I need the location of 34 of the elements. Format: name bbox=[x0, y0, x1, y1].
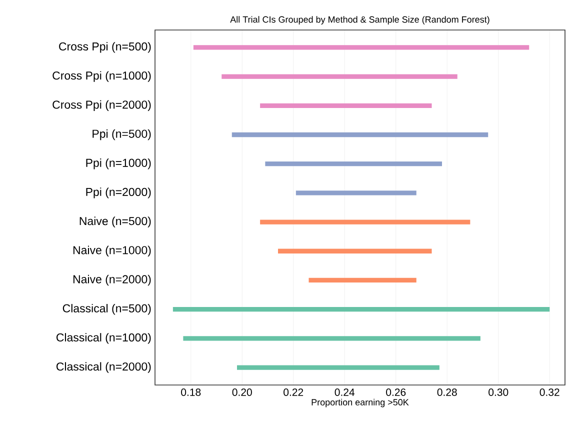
y-tick-label: Cross Ppi (n=1000) bbox=[52, 71, 151, 82]
y-tick-label: Classical (n=500) bbox=[62, 304, 151, 315]
bar bbox=[183, 336, 480, 341]
bar bbox=[308, 278, 416, 283]
x-tick-label: 0.18 bbox=[181, 388, 201, 396]
y-tick-label: Ppi (n=2000) bbox=[86, 188, 151, 198]
bar bbox=[193, 45, 530, 50]
bar bbox=[222, 74, 458, 79]
bar bbox=[237, 365, 440, 370]
x-tick-label: 0.24 bbox=[334, 388, 355, 396]
x-tick-label: 0.22 bbox=[284, 388, 304, 396]
y-tick-label: Naive (n=1000) bbox=[73, 246, 151, 256]
bar bbox=[265, 162, 442, 166]
y-tick-label: Cross Ppi (n=2000) bbox=[52, 100, 151, 112]
y-tick-label: Cross Ppi (n=500) bbox=[59, 42, 151, 53]
x-tick-label: 0.30 bbox=[488, 388, 508, 396]
x-tick-label: 0.20 bbox=[232, 388, 252, 396]
bar bbox=[260, 103, 432, 108]
x-tick-label: 0.32 bbox=[540, 388, 560, 396]
bar bbox=[260, 220, 470, 224]
bar bbox=[232, 132, 488, 138]
bar bbox=[296, 190, 416, 196]
y-tick-label: Classical (n=1000) bbox=[56, 333, 151, 344]
x-tick-label: 0.28 bbox=[437, 388, 457, 396]
y-tick-label: Naive (n=2000) bbox=[73, 274, 151, 286]
y-tick-label: Ppi (n=1000) bbox=[86, 158, 151, 170]
bar bbox=[278, 248, 432, 254]
chart-title: All Trial CIs Grouped by Method & Sample Size (Random Forest) bbox=[230, 16, 490, 24]
y-tick-label: Classical (n=2000) bbox=[56, 362, 151, 373]
bar bbox=[172, 307, 550, 312]
y-tick-label: Naive (n=500) bbox=[80, 216, 151, 228]
x-tick-label: 0.26 bbox=[386, 388, 406, 396]
x-axis-title: Proportion earning >50K bbox=[312, 398, 409, 408]
y-tick-label: Ppi (n=500) bbox=[92, 129, 151, 140]
